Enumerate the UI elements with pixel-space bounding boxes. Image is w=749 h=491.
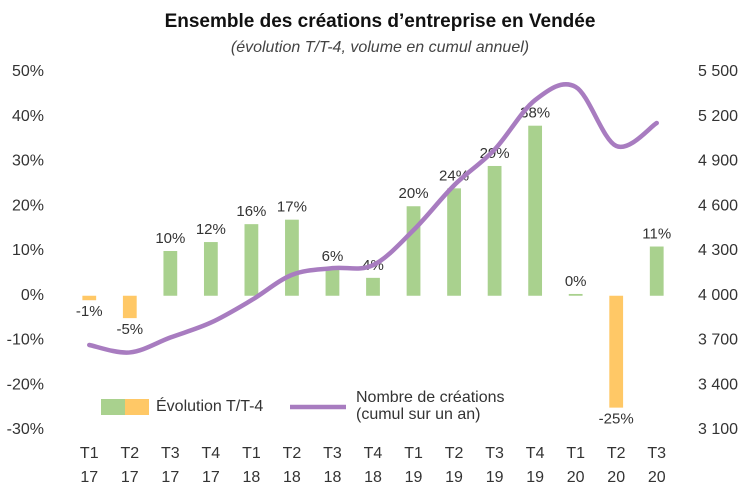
legend-label: Évolution T/T-4 bbox=[156, 396, 263, 415]
bar bbox=[487, 165, 502, 296]
bar bbox=[568, 293, 583, 296]
bar bbox=[528, 125, 543, 296]
y2-tick-label: 5 200 bbox=[698, 108, 738, 125]
x-tick-label: 17 bbox=[121, 469, 139, 486]
y2-tick-label: 4 900 bbox=[698, 153, 738, 170]
x-tick-label: T3 bbox=[485, 445, 504, 462]
value-label: 17% bbox=[277, 199, 307, 216]
value-label: 16% bbox=[236, 203, 266, 220]
x-tick-label: 19 bbox=[486, 469, 504, 486]
x-tick-label: 18 bbox=[243, 469, 261, 486]
bar bbox=[122, 295, 137, 319]
legend-swatch bbox=[101, 399, 125, 415]
y-tick-label: 40% bbox=[12, 108, 44, 125]
x-tick-label: T2 bbox=[283, 445, 302, 462]
x-tick-label: 19 bbox=[445, 469, 463, 486]
bar bbox=[285, 219, 299, 296]
value-label: -5% bbox=[116, 321, 143, 338]
bar bbox=[447, 188, 461, 296]
x-tick-label: T2 bbox=[445, 445, 464, 462]
x-tick-label: 20 bbox=[648, 469, 666, 486]
y-tick-label: -10% bbox=[7, 332, 44, 349]
x-tick-label: T2 bbox=[607, 445, 626, 462]
x-tick-label: T2 bbox=[120, 445, 139, 462]
legend-label: Nombre de créations bbox=[356, 389, 505, 406]
x-tick-label: T4 bbox=[202, 445, 221, 462]
x-tick-label: T4 bbox=[526, 445, 545, 462]
x-tick-label: T1 bbox=[404, 445, 423, 462]
x-tick-label: 18 bbox=[364, 469, 382, 486]
bar bbox=[244, 224, 259, 296]
y-tick-label: 0% bbox=[21, 287, 44, 304]
bar bbox=[609, 295, 624, 408]
x-tick-label: T3 bbox=[161, 445, 180, 462]
y2-tick-label: 5 500 bbox=[698, 63, 738, 80]
value-label: 6% bbox=[322, 248, 344, 265]
value-label: 0% bbox=[565, 273, 587, 290]
y2-tick-label: 4 000 bbox=[698, 287, 738, 304]
value-label: -25% bbox=[599, 411, 634, 428]
x-tick-label: 18 bbox=[324, 469, 342, 486]
x-tick-label: 20 bbox=[607, 469, 625, 486]
x-tick-label: T3 bbox=[323, 445, 342, 462]
y-tick-label: 10% bbox=[12, 242, 44, 259]
bar bbox=[406, 206, 421, 296]
chart-title: Ensemble des créations d’entreprise en V… bbox=[165, 11, 596, 32]
x-tick-label: T4 bbox=[364, 445, 383, 462]
x-tick-label: 17 bbox=[202, 469, 220, 486]
value-label: 20% bbox=[399, 185, 429, 202]
bar bbox=[366, 277, 380, 296]
bar bbox=[163, 251, 178, 296]
bar bbox=[203, 242, 218, 296]
x-tick-label: T1 bbox=[242, 445, 261, 462]
legend-label: (cumul sur un an) bbox=[356, 406, 481, 423]
y-tick-label: -30% bbox=[7, 421, 44, 438]
chart-subtitle: (évolution T/T-4, volume en cumul annuel… bbox=[231, 39, 529, 56]
x-tick-label: 17 bbox=[161, 469, 179, 486]
y-tick-label: 30% bbox=[12, 153, 44, 170]
bar bbox=[82, 295, 97, 301]
value-label: 12% bbox=[196, 221, 226, 238]
bar bbox=[325, 268, 340, 296]
x-tick-label: 17 bbox=[80, 469, 98, 486]
bar bbox=[649, 246, 664, 296]
line bbox=[87, 82, 659, 355]
y2-tick-label: 4 300 bbox=[698, 242, 738, 259]
legend-swatch bbox=[125, 399, 149, 415]
value-label: 10% bbox=[155, 230, 185, 247]
value-label: 11% bbox=[642, 225, 671, 242]
x-tick-label: 20 bbox=[567, 469, 585, 486]
y2-tick-label: 3 400 bbox=[698, 376, 738, 393]
y-tick-label: -20% bbox=[7, 376, 44, 393]
y2-tick-label: 4 600 bbox=[698, 197, 738, 214]
x-tick-label: 19 bbox=[526, 469, 544, 486]
y-tick-label: 50% bbox=[12, 63, 44, 80]
x-tick-label: T1 bbox=[80, 445, 99, 462]
x-tick-label: 18 bbox=[283, 469, 301, 486]
x-tick-label: 19 bbox=[405, 469, 423, 486]
value-label: -1% bbox=[76, 303, 103, 320]
y2-tick-label: 3 700 bbox=[698, 332, 738, 349]
x-tick-label: T3 bbox=[647, 445, 666, 462]
y2-tick-label: 3 100 bbox=[698, 421, 738, 438]
y-tick-label: 20% bbox=[12, 197, 44, 214]
x-tick-label: T1 bbox=[566, 445, 585, 462]
